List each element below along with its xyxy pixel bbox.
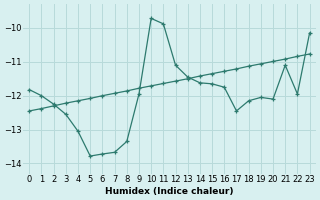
X-axis label: Humidex (Indice chaleur): Humidex (Indice chaleur) (105, 187, 234, 196)
